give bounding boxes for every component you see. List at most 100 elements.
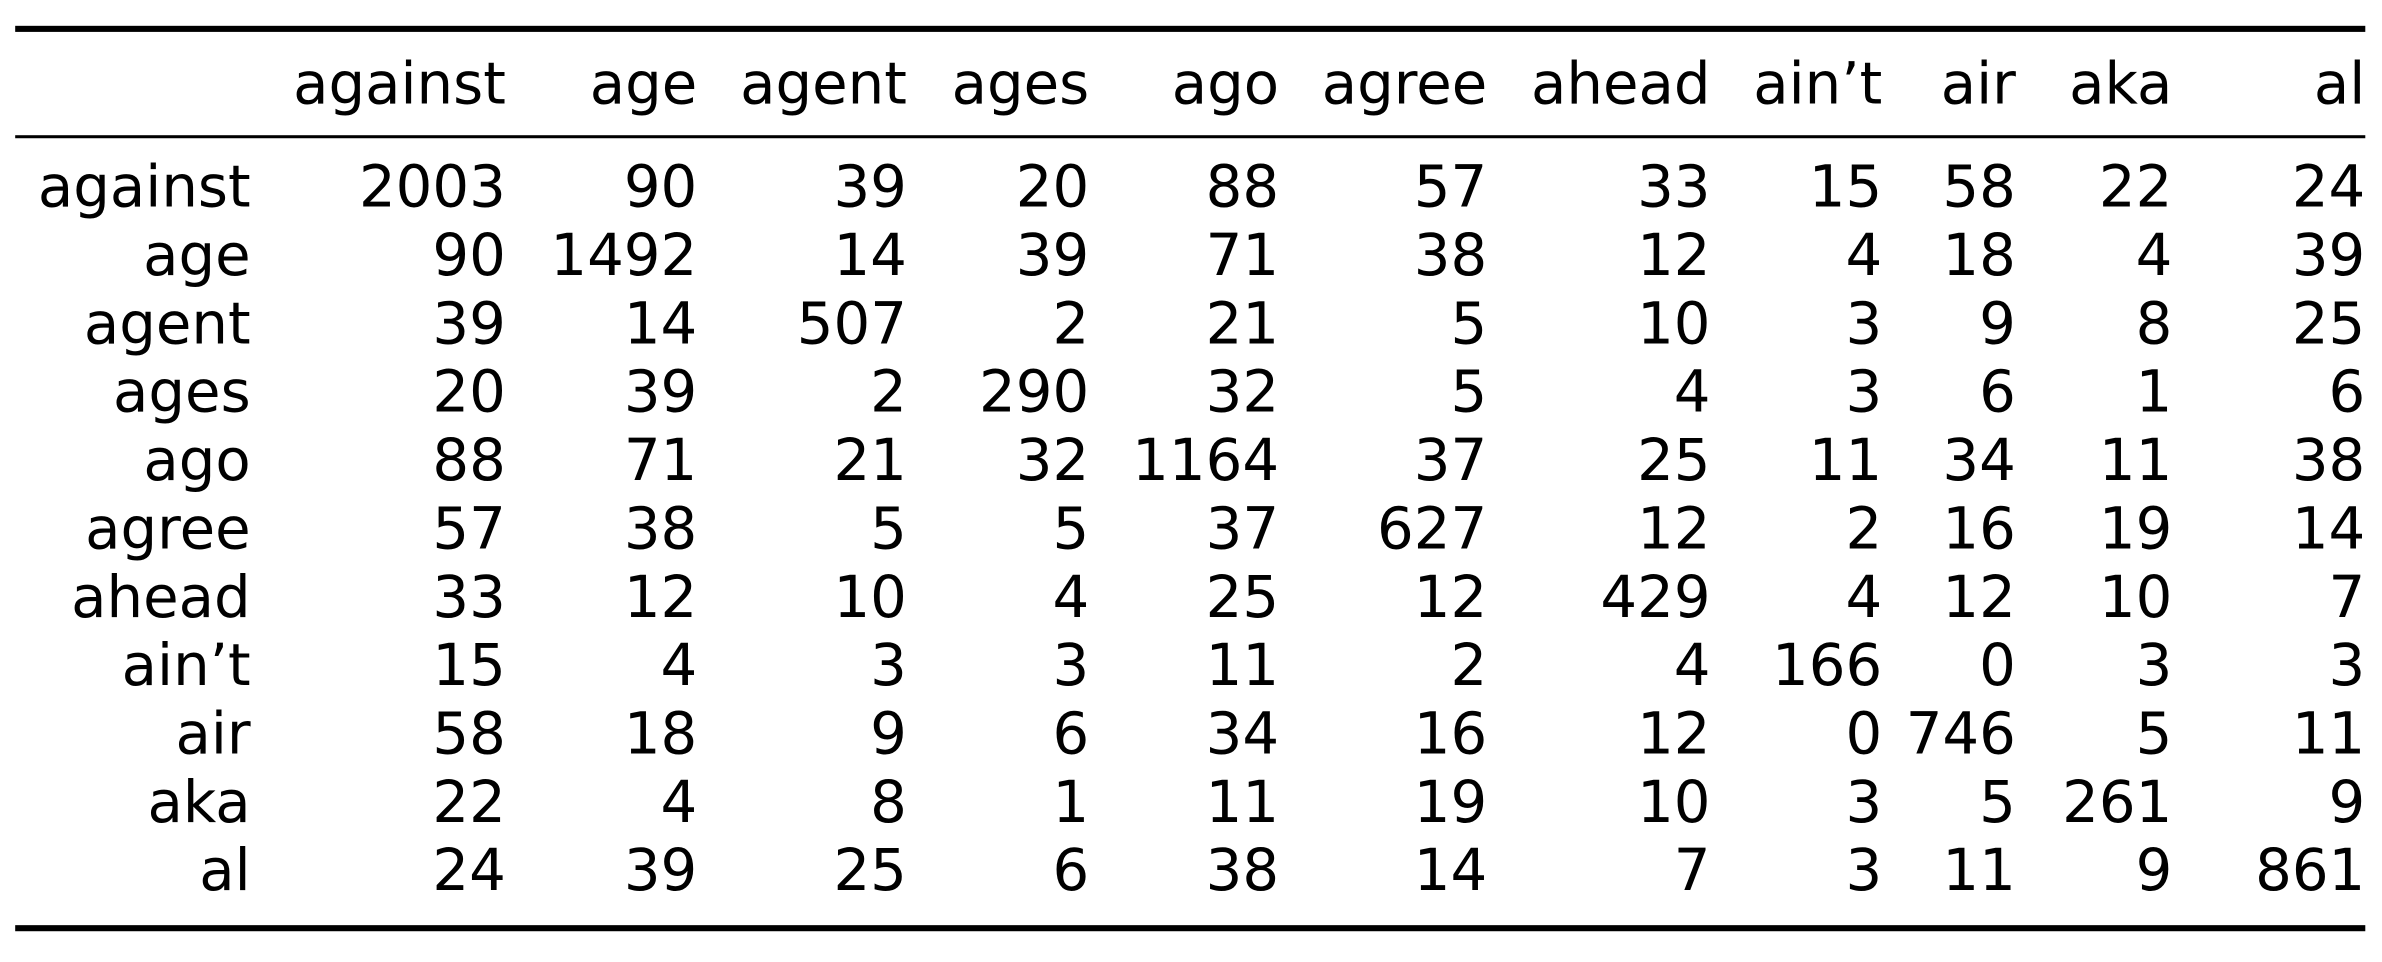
table-cell: 20 bbox=[432, 358, 506, 426]
row-label: air bbox=[175, 700, 251, 768]
table-cell: 38 bbox=[1413, 221, 1488, 289]
table-cell: 38 bbox=[623, 495, 698, 563]
table-row: against 2003 90 39 20 88 57 33 15 58 22 24 bbox=[15, 135, 2365, 222]
table-cell: 3 bbox=[2328, 631, 2366, 699]
row-label: ages bbox=[113, 358, 251, 426]
column-header: al bbox=[2313, 50, 2366, 117]
table-cell: 261 bbox=[2062, 768, 2173, 836]
table-cell: 14 bbox=[1413, 837, 1488, 904]
table-cell: 5 bbox=[1450, 290, 1488, 357]
table-cell: 12 bbox=[1637, 495, 1711, 563]
table-row: ain’t 15 4 3 3 11 2 4 166 0 3 3 bbox=[15, 631, 2366, 700]
table-cell: 7 bbox=[1673, 837, 1711, 904]
table-cell: 11 bbox=[2098, 426, 2173, 494]
table-cell: 1 bbox=[1052, 768, 1090, 836]
table-cell: 21 bbox=[1205, 290, 1280, 357]
table-cell: 11 bbox=[1205, 768, 1280, 836]
table-cell: 5 bbox=[1450, 358, 1488, 426]
table-cell: 4 bbox=[1845, 563, 1883, 631]
row-label: agent bbox=[83, 290, 251, 357]
column-header: agree bbox=[1321, 50, 1488, 117]
table-cell: 34 bbox=[1942, 426, 2016, 494]
table-cell: 25 bbox=[1637, 426, 1711, 494]
table-cell: 3 bbox=[1845, 837, 1883, 904]
table-cell: 15 bbox=[432, 631, 506, 699]
table-cell: 38 bbox=[1205, 837, 1280, 904]
table-cell: 24 bbox=[2291, 153, 2366, 221]
table-cell: 10 bbox=[1637, 768, 1711, 836]
table-cell: 746 bbox=[1905, 700, 2016, 768]
table-cell: 3 bbox=[1845, 768, 1883, 836]
table-cell: 22 bbox=[432, 768, 506, 836]
table-cell: 4 bbox=[1845, 221, 1883, 289]
table-cell: 5 bbox=[1979, 768, 2016, 836]
table-cell: 20 bbox=[1015, 153, 1090, 221]
table-cell: 90 bbox=[623, 153, 698, 221]
table-cell: 37 bbox=[1413, 426, 1488, 494]
table-row: ago 88 71 21 32 1164 37 25 11 34 11 38 bbox=[15, 427, 2365, 495]
table-cell: 4 bbox=[2135, 221, 2173, 289]
table-row: al 24 39 25 6 38 14 7 3 11 9 861 bbox=[15, 837, 2365, 905]
column-header: ahead bbox=[1531, 50, 1711, 117]
table-cell: 18 bbox=[623, 700, 698, 768]
table-cell: 58 bbox=[432, 700, 506, 768]
table-row: ahead 33 12 10 4 25 12 429 4 12 10 7 bbox=[15, 564, 2365, 632]
table-row: air 58 18 9 6 34 16 12 0 746 5 11 bbox=[15, 700, 2366, 768]
table-cell: 33 bbox=[432, 563, 506, 631]
table-row: age 90 1492 14 39 71 38 12 4 18 4 39 bbox=[15, 222, 2365, 290]
table-cell: 57 bbox=[432, 495, 506, 563]
table-cell: 627 bbox=[1377, 495, 1488, 563]
table-cell: 16 bbox=[1942, 495, 2016, 563]
table-cell: 71 bbox=[623, 426, 698, 494]
table-cell: 2 bbox=[1052, 290, 1090, 357]
table-cell: 58 bbox=[1942, 153, 2016, 221]
table-cell: 6 bbox=[1052, 700, 1090, 768]
table-cell: 39 bbox=[623, 358, 698, 426]
table-cell: 33 bbox=[1637, 153, 1711, 221]
row-label: al bbox=[199, 837, 251, 904]
table-cell: 12 bbox=[1637, 700, 1711, 768]
table-cell: 21 bbox=[833, 426, 907, 494]
row-label: agree bbox=[85, 495, 251, 563]
table-cell: 24 bbox=[432, 837, 506, 904]
row-label: against bbox=[37, 153, 251, 221]
table-cell: 16 bbox=[1413, 700, 1488, 768]
table-cell: 7 bbox=[2328, 563, 2366, 631]
corner-cell bbox=[15, 32, 250, 135]
table-row: aka 22 4 8 1 11 19 10 3 5 261 9 bbox=[15, 769, 2365, 837]
table-cell: 14 bbox=[2291, 495, 2366, 563]
table-cell: 39 bbox=[623, 837, 698, 904]
table-cell: 57 bbox=[1413, 153, 1488, 221]
table-cell: 22 bbox=[2098, 153, 2173, 221]
table-cell: 9 bbox=[1979, 290, 2016, 357]
table-cell: 3 bbox=[1845, 290, 1883, 357]
table-cell: 88 bbox=[432, 426, 506, 494]
table-cell: 25 bbox=[833, 837, 907, 904]
table-cell: 88 bbox=[1205, 153, 1280, 221]
table-cell: 4 bbox=[660, 768, 698, 836]
table-cell: 39 bbox=[833, 153, 907, 221]
table-cell: 6 bbox=[2328, 358, 2366, 426]
table-body: against 2003 90 39 20 88 57 33 15 58 22 24 age 90 1492… bbox=[15, 135, 2365, 905]
table-cell: 8 bbox=[870, 768, 907, 836]
row-label: age bbox=[143, 221, 251, 289]
top-rule bbox=[15, 25, 2366, 32]
header-rule bbox=[15, 135, 2366, 139]
table-cell: 861 bbox=[2255, 837, 2366, 904]
table-row: agent 39 14 507 2 21 5 10 3 9 8 25 bbox=[15, 290, 2365, 358]
table-cell: 19 bbox=[2098, 495, 2173, 563]
table-cell: 5 bbox=[2135, 700, 2173, 768]
table-cell: 90 bbox=[432, 221, 506, 289]
column-header: agent bbox=[740, 50, 907, 117]
table-cell: 12 bbox=[1637, 221, 1711, 289]
table-cell: 12 bbox=[1942, 563, 2016, 631]
column-header: air bbox=[1940, 50, 2016, 117]
table-cell: 38 bbox=[2291, 426, 2366, 494]
table-cell: 4 bbox=[1673, 631, 1711, 699]
table-row: agree 57 38 5 5 37 627 12 2 16 19 14 bbox=[15, 495, 2365, 563]
table-cell: 0 bbox=[1979, 631, 2016, 699]
table-cell: 11 bbox=[1205, 631, 1280, 699]
table-cell: 15 bbox=[1808, 153, 1883, 221]
table-cell: 4 bbox=[1673, 358, 1711, 426]
table-cell: 32 bbox=[1015, 426, 1090, 494]
